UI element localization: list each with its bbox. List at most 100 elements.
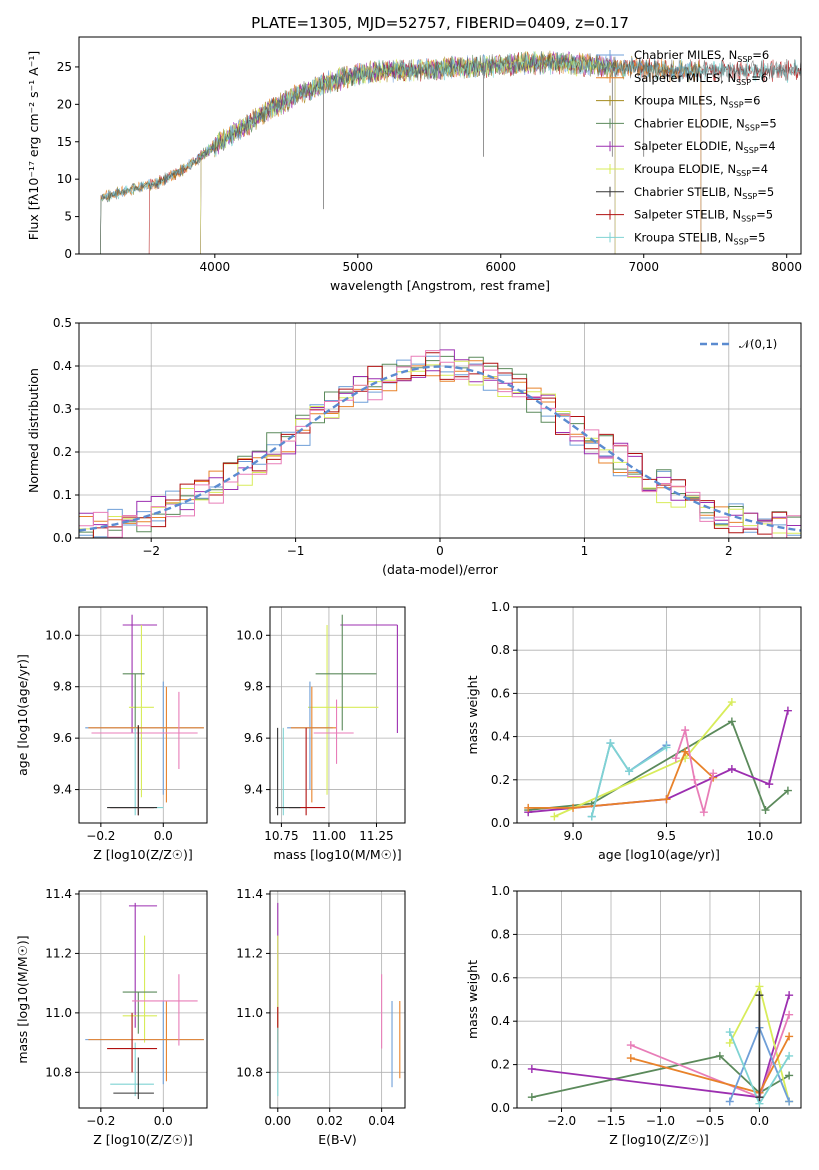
y-tick-label: 0.3 — [53, 402, 72, 416]
plot-area — [524, 698, 792, 821]
data-point — [783, 786, 792, 795]
series-line — [590, 740, 667, 817]
x-axis-label: Z [log10(Z/Z☉)] — [609, 1132, 709, 1147]
legend-sub: SSP — [736, 169, 751, 178]
y-tick-label: 20 — [57, 97, 72, 111]
y-tick-label: 10.0 — [45, 628, 72, 642]
legend-sub: SSP — [729, 101, 744, 110]
axes-frame — [269, 606, 406, 824]
y-tick-label: 0.2 — [491, 773, 510, 787]
x-tick-label: 2 — [725, 544, 733, 558]
x-axis-label: Z [log10(Z/Z☉)] — [93, 847, 193, 862]
x-tick-label: 10.75 — [264, 829, 298, 843]
legend-sub: SSP — [737, 55, 752, 64]
x-tick-label: 0.02 — [316, 1114, 343, 1128]
panel-mass_vs_Z: −0.2 0.0 10.8 11.0 11.2 11.4 Z [log10(Z/Z☉)] ma… — [15, 887, 208, 1147]
y-tick-label: 0.0 — [491, 1101, 510, 1115]
y-tick-label: 1.0 — [491, 884, 510, 898]
legend-text: Kroupa MILES, N — [634, 94, 729, 108]
x-tick-label: 4000 — [200, 260, 231, 274]
plot-area — [100, 50, 801, 254]
panel-mass_weight_vs_age: 9.0 9.5 10.0 0.0 0.2 0.4 0.6 0.8 1.0 age [log10(a… — [465, 600, 802, 862]
data-point — [785, 1051, 794, 1060]
histogram-step — [79, 350, 801, 538]
y-tick-label: 9.4 — [53, 783, 72, 797]
x-tick-label: 0 — [436, 544, 444, 558]
axes-frame — [78, 36, 802, 255]
x-axis-label: wavelength [Angstrom, rest frame] — [330, 278, 550, 293]
legend-entry: Chabrier STELIB, NSSP=5 — [634, 185, 774, 201]
legend-text: Salpeter MILES, N — [634, 71, 736, 85]
y-axis-label: Normed distribution — [26, 368, 41, 493]
y-tick-label: 11.2 — [236, 946, 263, 960]
data-point — [690, 775, 699, 784]
x-tick-label: 9.5 — [657, 829, 676, 843]
data-point — [727, 717, 736, 726]
data-point — [587, 812, 596, 821]
plot-area — [85, 902, 204, 1100]
y-axis-label: Flux [fλ10⁻¹⁷ erg cm⁻² s⁻¹ A⁻¹] — [26, 51, 41, 240]
y-tick-label: 0.4 — [491, 1014, 510, 1028]
data-point — [783, 706, 792, 715]
data-point — [765, 780, 774, 789]
data-point — [715, 1051, 724, 1060]
data-point — [727, 698, 736, 707]
data-point — [681, 747, 690, 756]
axes-frame — [78, 890, 208, 1109]
legend-sub: SSP — [745, 123, 760, 132]
y-axis-label: mass weight — [465, 675, 480, 754]
data-point — [625, 767, 634, 776]
data-point — [725, 1028, 734, 1037]
legend-entry: Chabrier ELODIE, NSSP=5 — [634, 116, 777, 132]
y-tick-label: 11.4 — [236, 887, 263, 901]
axes-frame — [516, 890, 802, 1109]
y-tick-label: 11.2 — [45, 946, 72, 960]
y-tick-label: 10.0 — [236, 628, 263, 642]
panel-spectrum: 4000 5000 6000 7000 8000 0 5 10 15 20 25 Chabrier M… — [26, 36, 802, 293]
x-tick-label: −0.2 — [86, 1114, 115, 1128]
spectrum-line — [200, 51, 616, 254]
plot-area — [527, 982, 794, 1108]
data-point — [725, 1097, 734, 1106]
legend-entry: Salpeter MILES, NSSP=6 — [634, 71, 768, 87]
data-point — [699, 808, 708, 817]
data-point — [524, 803, 533, 812]
data-point — [527, 1064, 536, 1073]
legend-sub: SSP — [742, 192, 757, 201]
axes-frame — [78, 606, 208, 824]
legend-text: Chabrier ELODIE, N — [634, 116, 745, 130]
page-title: PLATE=1305, MJD=52757, FIBERID=0409, z=0… — [251, 14, 629, 32]
legend-text: Salpeter ELODIE, N — [634, 139, 744, 153]
y-tick-label: 9.4 — [244, 783, 263, 797]
y-tick-label: 9.6 — [244, 731, 263, 745]
y-axis-label: age [log10(age/yr)] — [15, 654, 30, 776]
x-tick-label: −1.5 — [596, 1114, 625, 1128]
y-tick-label: 0.6 — [491, 686, 510, 700]
y-tick-label: 10.8 — [236, 1065, 263, 1079]
legend-entry: Chabrier MILES, NSSP=6 — [634, 48, 769, 64]
legend-suffix: =5 — [757, 185, 774, 199]
x-tick-label: 6000 — [485, 260, 516, 274]
data-point — [785, 1097, 794, 1106]
plot-area — [79, 349, 801, 538]
x-tick-label: 7000 — [628, 260, 659, 274]
y-tick-label: 25 — [57, 60, 72, 74]
data-point — [671, 754, 680, 763]
legend-entry: Kroupa ELODIE, NSSP=4 — [634, 162, 768, 178]
x-tick-label: 0.0 — [750, 1114, 769, 1128]
data-point — [681, 726, 690, 735]
data-point — [785, 1032, 794, 1041]
spectrum-line — [200, 51, 616, 254]
y-tick-label: 0.0 — [53, 531, 72, 545]
y-tick-label: 0.8 — [491, 643, 510, 657]
plot-area — [275, 614, 398, 816]
spectrum-line — [200, 51, 616, 254]
y-tick-label: 0.5 — [53, 316, 72, 330]
legend-entry: 𝒩(0,1) — [739, 337, 777, 351]
y-tick-label: 0.8 — [491, 927, 510, 941]
y-tick-label: 10.8 — [45, 1065, 72, 1079]
legend-sub: SSP — [736, 78, 751, 87]
panel-mass_weight_vs_Z: −2.0 −1.5 −1.0 −0.5 0.0 0.0 0.2 0.4 0.6 0.8 1.0 Z [… — [465, 884, 802, 1147]
legend-text: Salpeter STELIB, N — [634, 208, 741, 222]
data-point — [727, 765, 736, 773]
